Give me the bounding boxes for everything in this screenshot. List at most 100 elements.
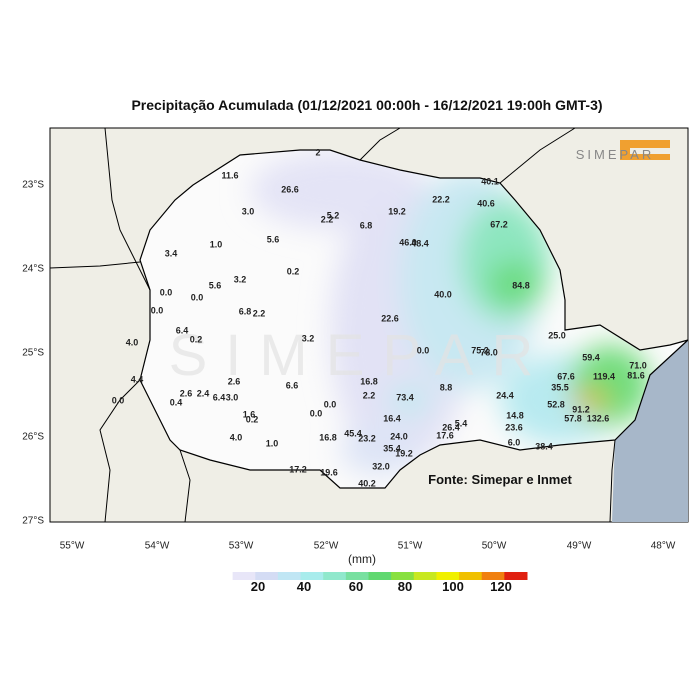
station-value: 38.4 <box>535 441 553 451</box>
station-value: 91.2 <box>572 404 590 414</box>
station-value: 11.6 <box>221 170 238 180</box>
longitude-label: 54°W <box>145 541 170 552</box>
station-value: 5.2 <box>327 210 340 220</box>
station-value: 67.2 <box>490 219 508 229</box>
station-value: 3.0 <box>242 206 255 216</box>
station-value: 35.5 <box>551 382 569 392</box>
station-value: 0.4 <box>170 397 183 407</box>
station-value: 1.0 <box>266 438 279 448</box>
logo: SIMEPAR <box>576 147 655 162</box>
station-value: 2.2 <box>253 308 266 318</box>
station-value: 73.4 <box>396 392 414 402</box>
station-value: 19.2 <box>388 206 406 216</box>
title: Precipitação Acumulada (01/12/2021 00:00… <box>131 97 602 113</box>
station-value: 24.0 <box>390 431 408 441</box>
station-value: 0.2 <box>246 414 259 424</box>
station-value: 40.1 <box>481 176 499 186</box>
colorbar-tick-label: 20 <box>251 579 265 594</box>
colorbar-segment <box>232 572 256 580</box>
colorbar-segment <box>391 572 415 580</box>
longitude-label: 55°W <box>60 541 85 552</box>
station-value: 6.8 <box>360 220 373 230</box>
station-value: 4.0 <box>230 432 243 442</box>
station-value: 6.8 <box>239 306 252 316</box>
station-value: 67.6 <box>557 371 575 381</box>
legend-colorbar: 20 40 60 80 100 120 <box>210 572 528 594</box>
station-value: 119.4 <box>593 371 615 381</box>
station-value: 24.4 <box>496 390 514 400</box>
station-value: 1.0 <box>210 239 223 249</box>
station-value: 0.0 <box>112 395 125 405</box>
legend-unit: (mm) <box>348 552 376 566</box>
colorbar-segment <box>368 572 392 580</box>
station-value: 1.6 <box>243 409 256 419</box>
station-value: 0.2 <box>190 334 203 344</box>
station-value: 23.6 <box>505 422 523 432</box>
station-value: 46.0 <box>399 237 417 247</box>
colorbar-tick-label: 100 <box>442 579 464 594</box>
colorbar-tick-label: 60 <box>349 579 363 594</box>
station-value: 57.8 <box>564 413 582 423</box>
station-value: 17.6 <box>436 430 454 440</box>
colorbar-segment <box>300 572 324 580</box>
station-value: 0.0 <box>191 292 204 302</box>
station-value: 3.0 <box>226 392 239 402</box>
station-value: 2.2 <box>321 214 334 224</box>
colorbar-segment <box>323 572 347 580</box>
station-value: 52.8 <box>547 399 565 409</box>
colorbar-tick-label: 40 <box>297 579 311 594</box>
labels: 23°S 24°S 25°S 26°S 27°S 55°W 54°W 53°W 52°W 51°W… <box>22 147 676 551</box>
watermark: SIMEPAR <box>169 323 552 388</box>
latitude-label: 23°S <box>22 180 44 191</box>
station-value: 6.6 <box>286 380 299 390</box>
colorbar-tick-label: 120 <box>490 579 512 594</box>
longitude-label: 49°W <box>567 541 592 552</box>
station-value: 22.2 <box>432 194 450 204</box>
station-value: 19.2 <box>395 448 413 458</box>
station-value: 40.0 <box>434 289 452 299</box>
colorbar-tick-label: 80 <box>398 579 412 594</box>
ocean <box>612 340 688 522</box>
station-value: 3.2 <box>302 333 315 343</box>
station-value: 35.4 <box>383 443 401 453</box>
station-value: 0.0 <box>151 305 164 315</box>
station-value: 40.2 <box>358 478 376 488</box>
station-value: 6.4 <box>176 325 189 335</box>
station-value: 16.8 <box>319 432 337 442</box>
station-value: 40.6 <box>477 198 495 208</box>
station-value: 5.6 <box>209 280 222 290</box>
latitude-label: 26°S <box>22 432 44 443</box>
station-value: 59.4 <box>582 352 600 362</box>
station-value: 26.4 <box>442 422 460 432</box>
colorbar-segment <box>436 572 460 580</box>
precip-field <box>250 150 650 475</box>
station-value: 6.0 <box>508 437 521 447</box>
latitude-label: 27°S <box>22 516 44 527</box>
colorbar-segment <box>345 572 369 580</box>
station-value: 5.6 <box>267 234 280 244</box>
station-value: 14.8 <box>506 410 524 420</box>
colorbar-segment <box>481 572 505 580</box>
station-value: 0.2 <box>287 266 300 276</box>
station-value: 75.2 <box>471 345 489 355</box>
station-value: 6.4 <box>213 392 226 402</box>
logo-mark <box>620 140 670 160</box>
station-value: 2.2 <box>363 390 376 400</box>
station-value: 2.4 <box>197 388 210 398</box>
longitude-label: 53°W <box>229 541 254 552</box>
station-value: 25.0 <box>548 330 566 340</box>
colorbar-segment <box>459 572 483 580</box>
station-value: 3.4 <box>165 248 178 258</box>
borders <box>49 127 616 523</box>
latitude-label: 25°S <box>22 348 44 359</box>
station-value: 19.6 <box>320 467 338 477</box>
station-value: 0.0 <box>417 345 430 355</box>
station-value: 132.6 <box>587 413 610 423</box>
station-value: 5.4 <box>455 418 468 428</box>
station-value: 16.8 <box>360 376 378 386</box>
station-value: 4.0 <box>126 337 139 347</box>
colorbar-segment <box>255 572 279 580</box>
station-value: 0.0 <box>160 287 173 297</box>
station-value: 17.2 <box>289 464 307 474</box>
